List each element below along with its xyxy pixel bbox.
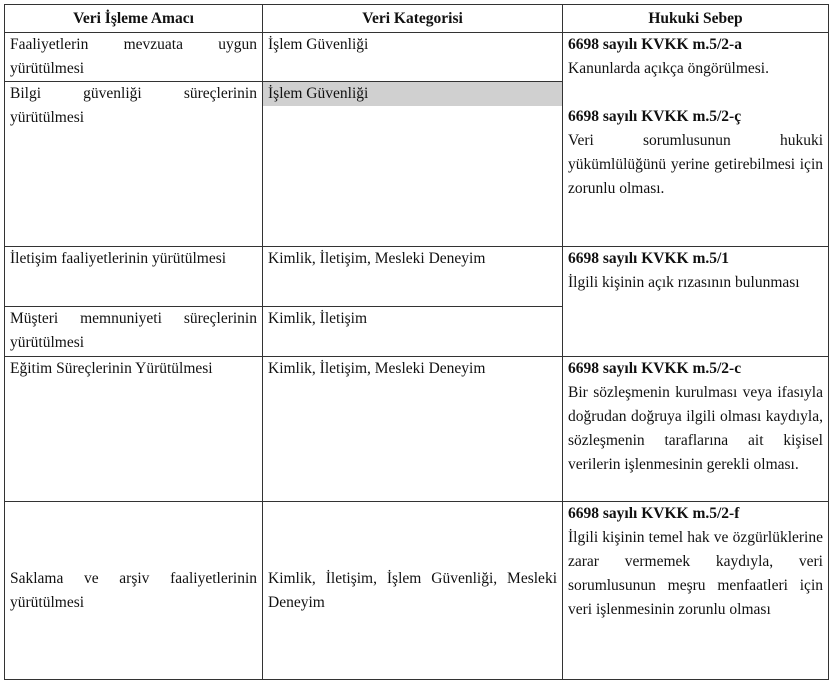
table-row: Saklama ve arşiv faaliyetlerinin yürütül… <box>4 501 829 680</box>
legal-text: Bir sözleşmenin kurulması veya ifasıyla … <box>568 384 823 473</box>
legal-basis-cell: 6698 sayılı KVKK m.5/1 İlgili kişinin aç… <box>562 246 829 357</box>
legal-text: Kanunlarda açıkça öngörülmesi. <box>568 60 769 77</box>
category-cell: İşlem Güvenliği <box>262 32 563 82</box>
purpose-cell: Bilgi güvenliği süreçlerinin yürütülmesi <box>4 81 263 247</box>
category-cell: Kimlik, İletişim, Mesleki Deneyim <box>262 246 563 307</box>
table-row: İletişim faaliyetlerinin yürütülmesi Kim… <box>4 246 829 357</box>
purpose-cell: Eğitim Süreçlerinin Yürütülmesi <box>4 356 263 502</box>
table-row: Bilgi güvenliği süreçlerinin yürütülmesi… <box>4 81 829 247</box>
legal-text: İlgili kişinin temel hak ve özgürlükleri… <box>568 529 823 618</box>
legal-basis-cell: 6698 sayılı KVKK m.5/2-a Kanunlarda açık… <box>562 32 829 247</box>
table-row: Eğitim Süreçlerinin Yürütülmesi Kimlik, … <box>4 356 829 502</box>
header-purpose: Veri İşleme Amacı <box>4 4 263 33</box>
purpose-cell: Saklama ve arşiv faaliyetlerinin yürütül… <box>4 501 263 680</box>
data-processing-table: Veri İşleme Amacı Veri Kategorisi Hukuki… <box>4 4 829 680</box>
legal-article: 6698 sayılı KVKK m.5/1 <box>568 250 730 267</box>
legal-article: 6698 sayılı KVKK m.5/2-ç <box>568 108 742 125</box>
legal-article: 6698 sayılı KVKK m.5/2-f <box>568 505 740 522</box>
purpose-cell: Müşteri memnuniyeti süreçlerinin yürütül… <box>4 306 263 357</box>
header-row: Veri İşleme Amacı Veri Kategorisi Hukuki… <box>4 4 829 33</box>
legal-text: Veri sorumlusunun hukuki yükümlülüğünü y… <box>568 132 823 197</box>
legal-article: 6698 sayılı KVKK m.5/2-c <box>568 360 742 377</box>
category-cell: İşlem Güvenliği <box>262 81 563 247</box>
category-cell: Kimlik, İletişim, İşlem Güvenliği, Mesle… <box>262 501 563 680</box>
legal-basis-cell: 6698 sayılı KVKK m.5/2-f İlgili kişinin … <box>562 501 829 680</box>
purpose-cell: Faaliyetlerin mevzuata uygun yürütülmesi <box>4 32 263 82</box>
category-cell: Kimlik, İletişim <box>262 306 563 357</box>
highlighted-category: İşlem Güvenliği <box>263 82 562 106</box>
purpose-cell: İletişim faaliyetlerinin yürütülmesi <box>4 246 263 307</box>
header-legal-basis: Hukuki Sebep <box>562 4 829 33</box>
table-row: Faaliyetlerin mevzuata uygun yürütülmesi… <box>4 32 829 247</box>
legal-article: 6698 sayılı KVKK m.5/2-a <box>568 36 742 53</box>
legal-text: İlgili kişinin açık rızasının bulunması <box>568 274 800 291</box>
header-category: Veri Kategorisi <box>262 4 563 33</box>
category-cell: Kimlik, İletişim, Mesleki Deneyim <box>262 356 563 502</box>
legal-basis-cell: 6698 sayılı KVKK m.5/2-c Bir sözleşmenin… <box>562 356 829 502</box>
